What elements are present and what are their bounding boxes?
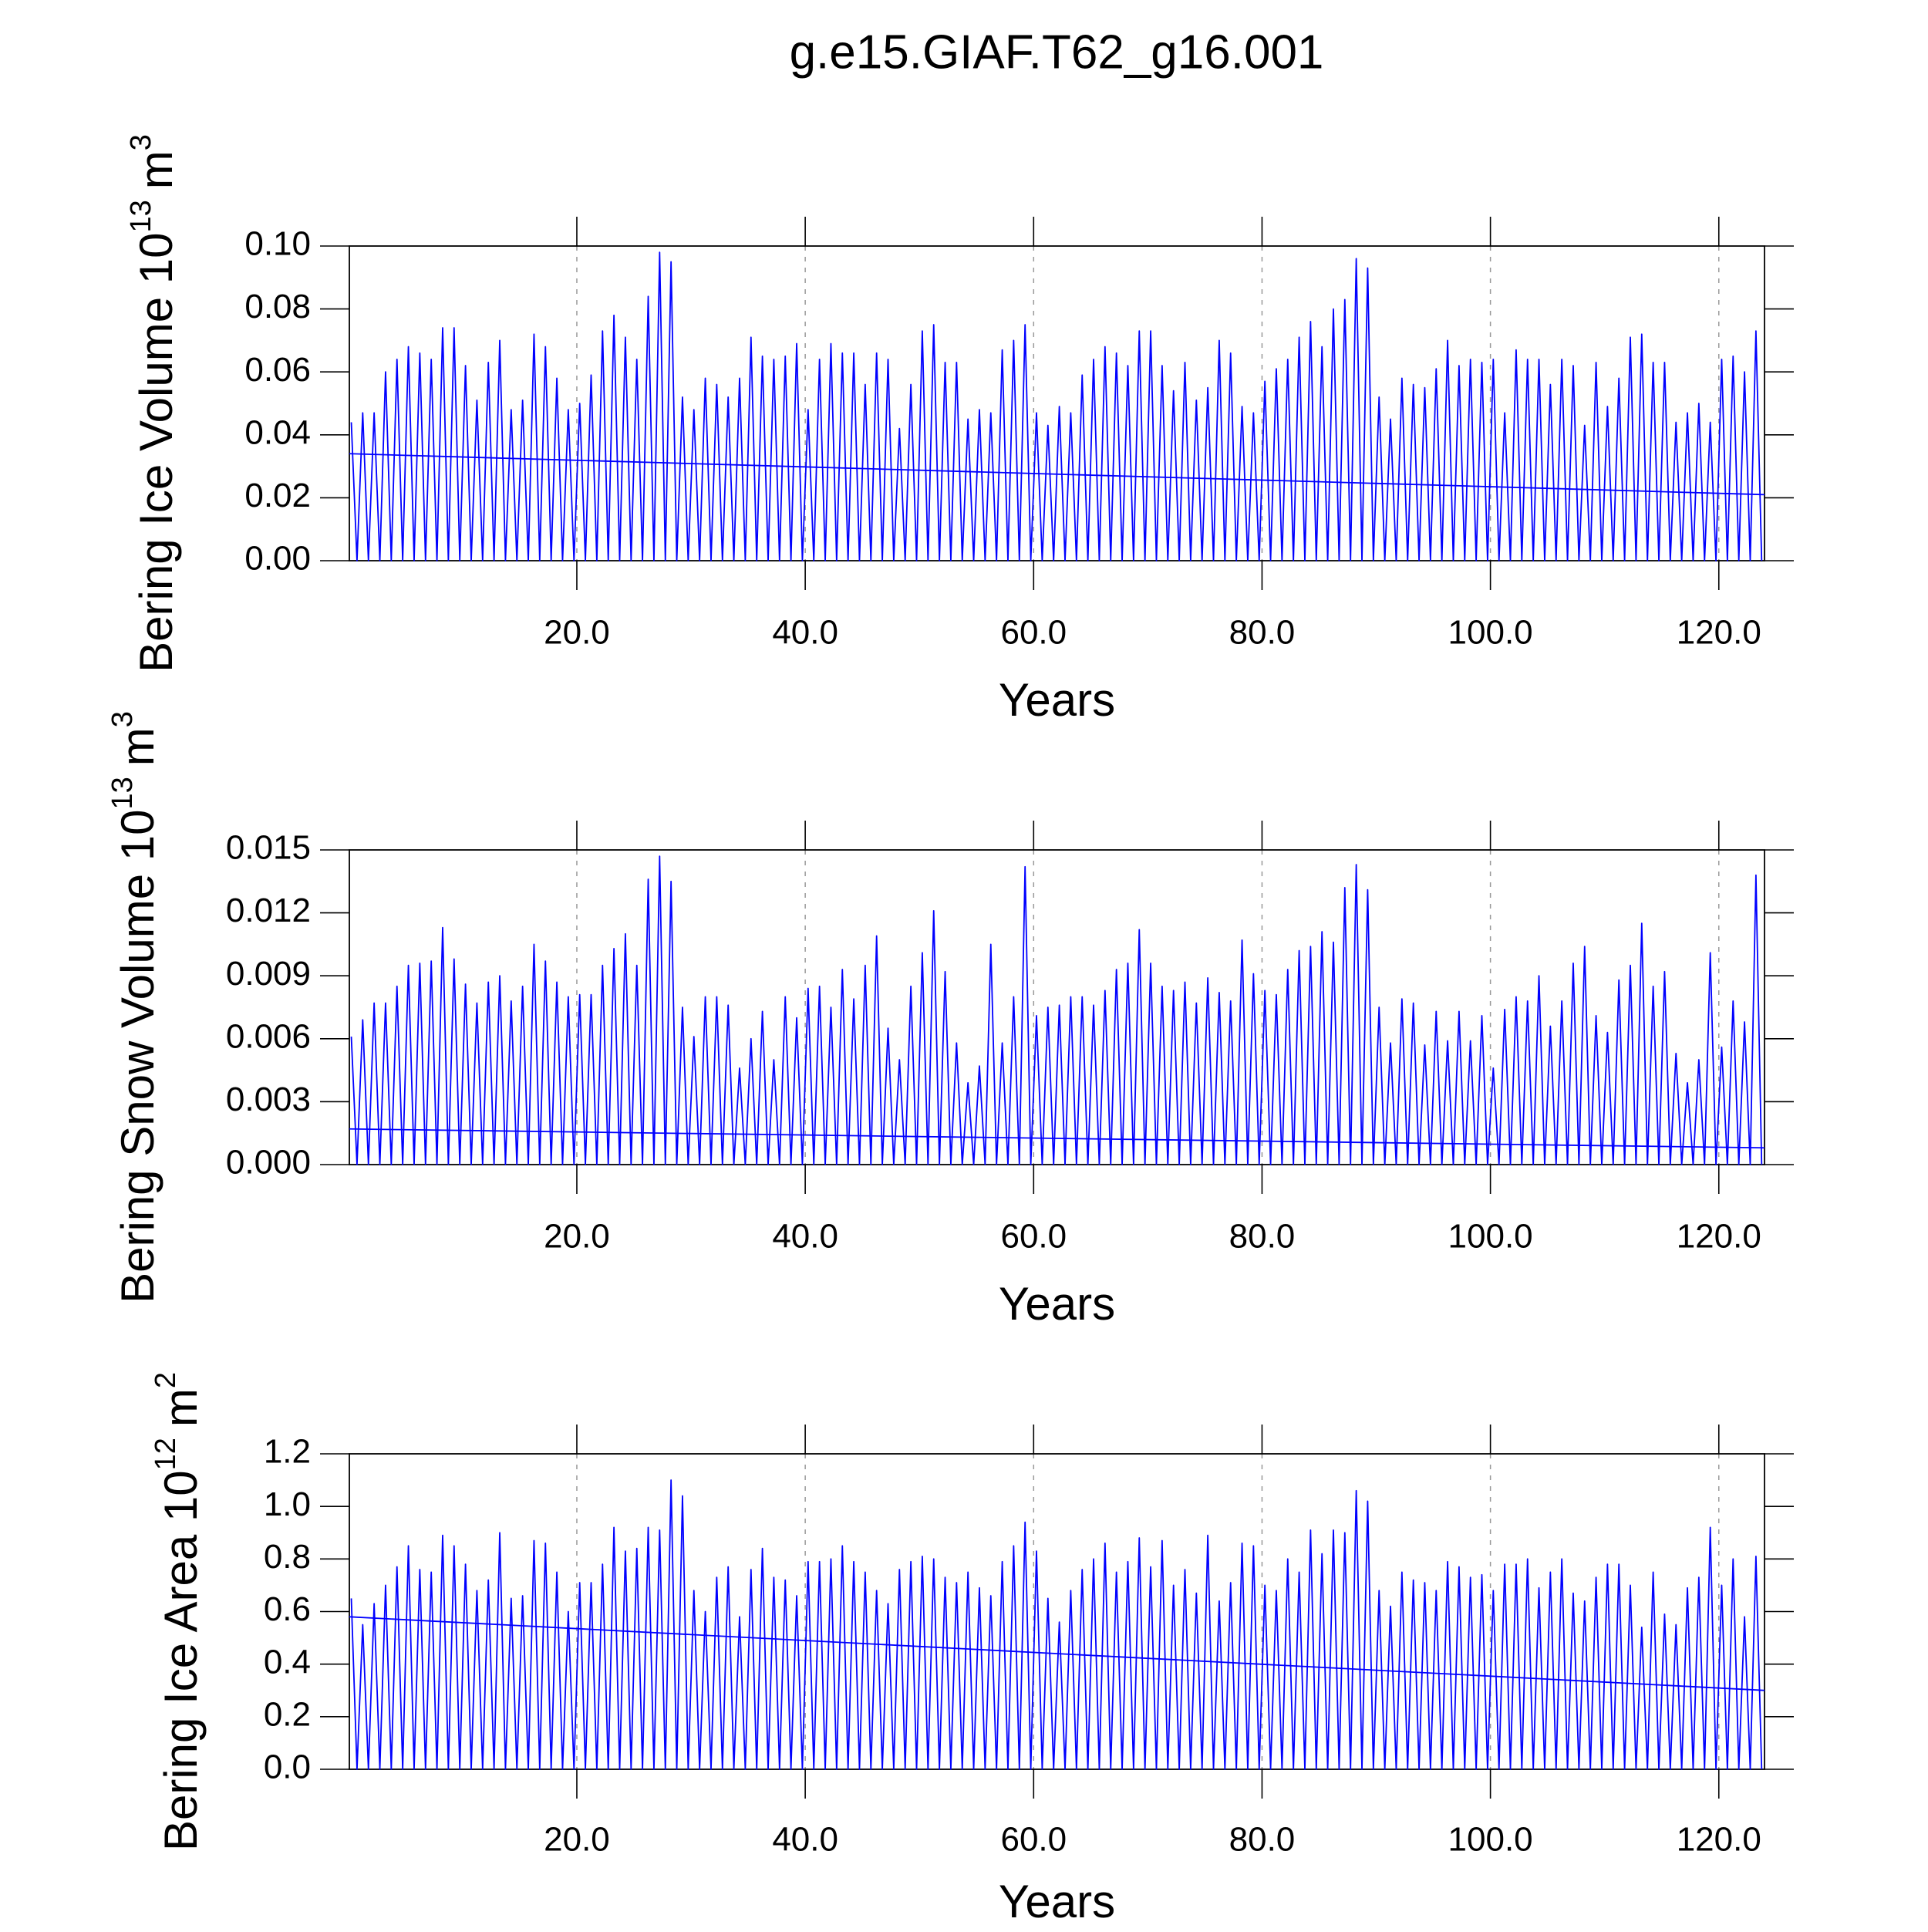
y-tick-label: 0.00 <box>244 540 311 578</box>
y-axis-title-unit-exponent: 3 <box>106 711 139 727</box>
y-tick-label: 0.015 <box>226 829 311 867</box>
y-tick-label: 0.6 <box>264 1590 311 1628</box>
y-axis-title-unit: m <box>130 150 182 189</box>
y-axis-title-unit: m <box>155 1388 207 1427</box>
x-tick-label: 100.0 <box>1448 1218 1533 1256</box>
plot-frame <box>349 849 1765 1165</box>
y-tick-label: 1.0 <box>264 1485 311 1523</box>
plot-frame <box>349 245 1765 561</box>
data-line <box>349 453 1765 496</box>
x-tick-label: 80.0 <box>1229 614 1296 652</box>
x-tick-label: 120.0 <box>1677 1821 1761 1859</box>
y-tick-label: 0.2 <box>264 1695 311 1733</box>
data-line <box>350 251 1763 561</box>
y-axis-title-exponent: 13 <box>106 777 139 809</box>
x-tick-label: 60.0 <box>1000 1821 1067 1859</box>
x-tick-label: 40.0 <box>772 1218 838 1256</box>
y-axis-title: Bering Snow Volume 1013 m3 <box>106 711 163 1303</box>
y-tick-label: 0.02 <box>244 477 311 514</box>
y-axis-title: Bering Ice Area 1012 m2 <box>150 1372 207 1851</box>
x-axis-title: Years <box>999 674 1115 726</box>
y-axis-title-text: Bering Snow Volume 10 <box>112 810 163 1303</box>
plot-frame <box>349 1453 1765 1770</box>
x-tick-label: 120.0 <box>1677 614 1761 652</box>
y-tick-label: 1.2 <box>264 1433 311 1471</box>
data-line <box>350 1479 1763 1770</box>
y-axis-title-text: Bering Ice Volume 10 <box>130 233 182 673</box>
x-tick-label: 80.0 <box>1229 1821 1296 1859</box>
x-tick-label: 120.0 <box>1677 1218 1761 1256</box>
y-tick-label: 0.0 <box>264 1748 311 1786</box>
y-tick-label: 0.4 <box>264 1643 311 1681</box>
chart-title: g.e15.GIAF.T62_g16.001 <box>790 25 1324 79</box>
y-tick-label: 0.10 <box>244 225 311 263</box>
y-axis-title-unit-exponent: 2 <box>150 1372 182 1388</box>
y-tick-label: 0.000 <box>226 1144 311 1182</box>
y-axis-title-exponent: 12 <box>150 1438 182 1470</box>
x-tick-label: 100.0 <box>1448 614 1533 652</box>
x-tick-label: 20.0 <box>544 1218 610 1256</box>
y-tick-label: 0.06 <box>244 351 311 389</box>
y-tick-label: 0.08 <box>244 288 311 325</box>
y-axis-title-exponent: 13 <box>125 200 157 232</box>
y-tick-label: 0.04 <box>244 413 311 451</box>
x-tick-label: 100.0 <box>1448 1821 1533 1859</box>
x-axis-title: Years <box>999 1278 1115 1330</box>
y-axis-title: Bering Ice Volume 1013 m3 <box>125 134 182 673</box>
y-axis-title-unit-exponent: 3 <box>125 134 157 150</box>
y-tick-label: 0.009 <box>226 955 311 993</box>
x-tick-label: 40.0 <box>772 1821 838 1859</box>
y-tick-label: 0.006 <box>226 1017 311 1055</box>
x-tick-label: 60.0 <box>1000 614 1067 652</box>
x-tick-label: 60.0 <box>1000 1218 1067 1256</box>
x-tick-label: 80.0 <box>1229 1218 1296 1256</box>
y-axis-title-text: Bering Ice Area 10 <box>155 1470 207 1851</box>
x-tick-label: 20.0 <box>544 1821 610 1859</box>
y-tick-label: 0.8 <box>264 1538 311 1576</box>
x-tick-label: 20.0 <box>544 614 610 652</box>
y-axis-title-unit: m <box>112 727 163 766</box>
y-tick-label: 0.003 <box>226 1081 311 1118</box>
x-axis-title: Years <box>999 1876 1115 1927</box>
data-line <box>349 1128 1765 1149</box>
y-tick-label: 0.012 <box>226 892 311 929</box>
data-line <box>349 1616 1765 1691</box>
data-line <box>350 855 1763 1165</box>
x-tick-label: 40.0 <box>772 614 838 652</box>
